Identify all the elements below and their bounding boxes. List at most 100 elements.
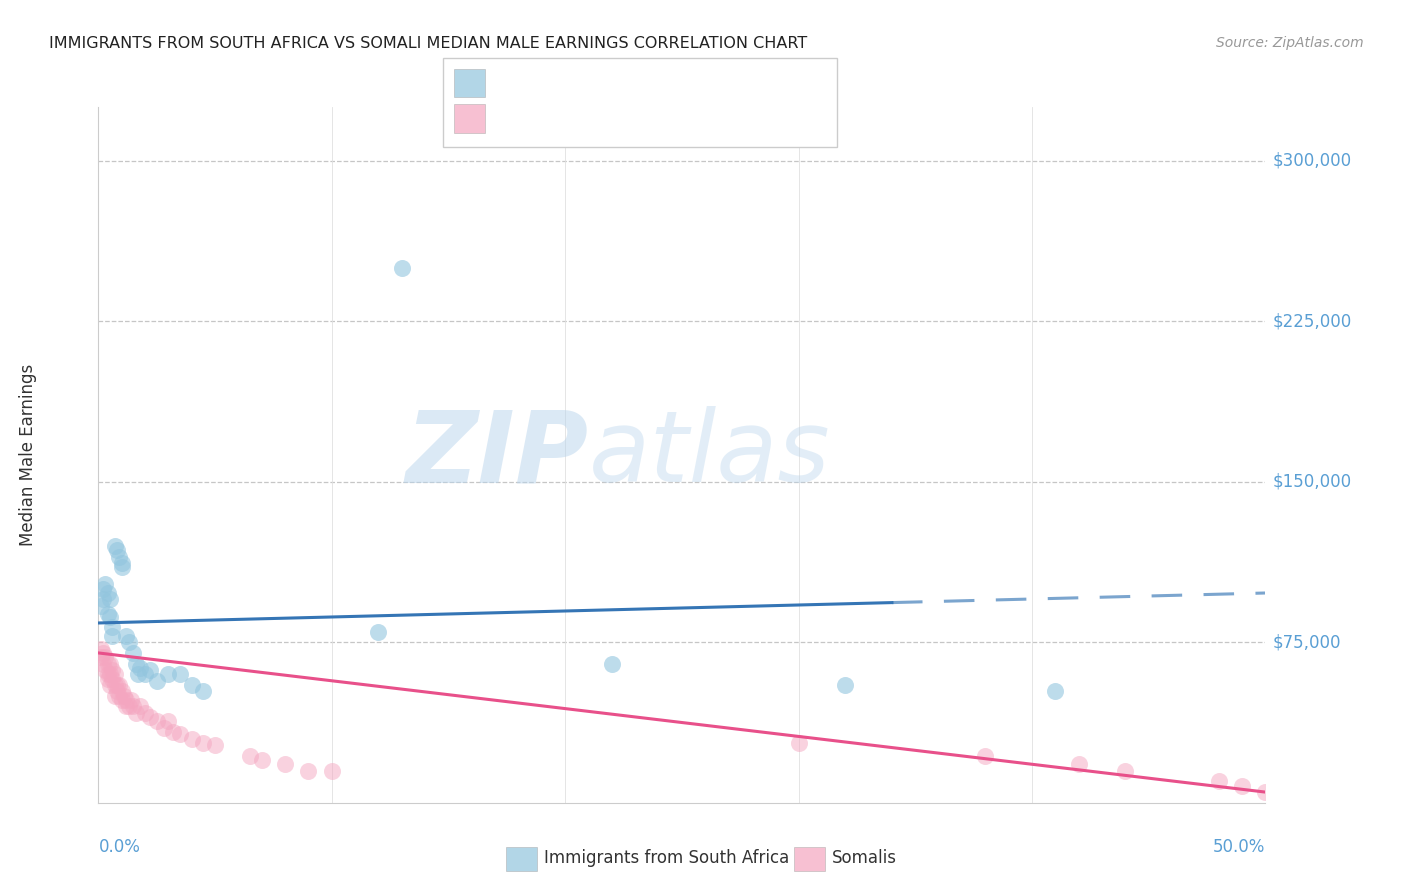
Text: R =: R = (495, 74, 531, 92)
Point (108, 689, 131, 703)
Text: $75,000: $75,000 (1272, 633, 1341, 651)
Point (111, 693, 134, 707)
Point (204, 738, 226, 752)
Point (91, 657, 114, 671)
Point (94, 663, 117, 677)
Point (118, 635, 141, 649)
Point (157, 714, 180, 729)
Point (180, 678, 202, 692)
Text: Median Male Earnings: Median Male Earnings (20, 364, 37, 546)
Text: 53: 53 (661, 110, 683, 128)
Point (274, 757, 297, 772)
Point (321, 764, 343, 778)
Text: 0.0%: 0.0% (98, 838, 141, 856)
Point (367, 624, 389, 639)
Point (94, 577, 117, 591)
Point (97, 667, 120, 681)
Point (104, 667, 127, 681)
Text: atlas: atlas (589, 407, 830, 503)
Point (101, 672, 124, 686)
Point (1067, 757, 1090, 772)
Point (111, 556, 134, 570)
Point (120, 693, 142, 707)
Point (169, 727, 191, 741)
Point (125, 657, 148, 671)
Point (134, 706, 156, 720)
Text: Source: ZipAtlas.com: Source: ZipAtlas.com (1216, 36, 1364, 50)
Text: ZIP: ZIP (405, 407, 589, 503)
Point (1045, 684, 1067, 698)
Point (105, 684, 128, 698)
Point (134, 667, 156, 681)
Text: 0.066: 0.066 (531, 74, 583, 92)
Text: $150,000: $150,000 (1272, 473, 1351, 491)
Point (105, 543, 128, 558)
Point (239, 748, 262, 763)
Point (193, 684, 215, 698)
Point (108, 549, 131, 564)
Point (600, 657, 623, 671)
Point (98, 609, 121, 624)
Point (90, 599, 112, 613)
Point (98, 667, 121, 681)
Point (125, 706, 148, 720)
Point (90, 641, 112, 656)
Point (97, 657, 120, 671)
Point (162, 725, 184, 739)
Point (1114, 764, 1136, 778)
Point (91, 592, 114, 607)
Point (391, 260, 413, 275)
Point (139, 710, 162, 724)
Point (250, 753, 273, 767)
Text: R =: R = (495, 110, 531, 128)
Point (1254, 785, 1277, 799)
Point (98, 657, 121, 671)
Point (104, 678, 127, 692)
Point (115, 629, 138, 643)
Text: Immigrants from South Africa: Immigrants from South Africa (544, 849, 789, 867)
Point (98, 678, 121, 692)
Point (146, 714, 169, 729)
Point (101, 629, 124, 643)
Text: Somalis: Somalis (832, 849, 897, 867)
Point (91, 582, 114, 596)
Text: N =: N = (610, 110, 658, 128)
Point (91, 646, 114, 660)
Point (122, 646, 145, 660)
Text: $300,000: $300,000 (1272, 152, 1351, 169)
Point (129, 699, 152, 714)
Point (101, 663, 124, 677)
Point (115, 699, 138, 714)
Point (105, 678, 128, 692)
Point (97, 586, 120, 600)
Point (111, 684, 134, 698)
Point (122, 699, 145, 714)
Point (108, 678, 131, 692)
Text: $225,000: $225,000 (1272, 312, 1351, 330)
Point (1208, 774, 1230, 789)
Point (787, 736, 810, 750)
Point (97, 607, 120, 622)
Point (146, 673, 169, 688)
Point (97, 672, 120, 686)
Point (94, 650, 117, 665)
Point (139, 663, 162, 677)
Point (834, 678, 856, 692)
Point (157, 667, 180, 681)
Point (90, 650, 112, 665)
Point (974, 748, 997, 763)
Text: 33: 33 (647, 74, 671, 92)
Point (111, 560, 134, 574)
Point (127, 667, 149, 681)
Point (115, 693, 138, 707)
Point (169, 667, 191, 681)
Point (1230, 779, 1253, 793)
Point (193, 736, 215, 750)
Text: IMMIGRANTS FROM SOUTH AFRICA VS SOMALI MEDIAN MALE EARNINGS CORRELATION CHART: IMMIGRANTS FROM SOUTH AFRICA VS SOMALI M… (49, 36, 807, 51)
Text: N =: N = (596, 74, 644, 92)
Point (101, 620, 124, 634)
Point (104, 689, 127, 703)
Point (118, 699, 141, 714)
Point (98, 592, 121, 607)
Point (129, 661, 152, 675)
